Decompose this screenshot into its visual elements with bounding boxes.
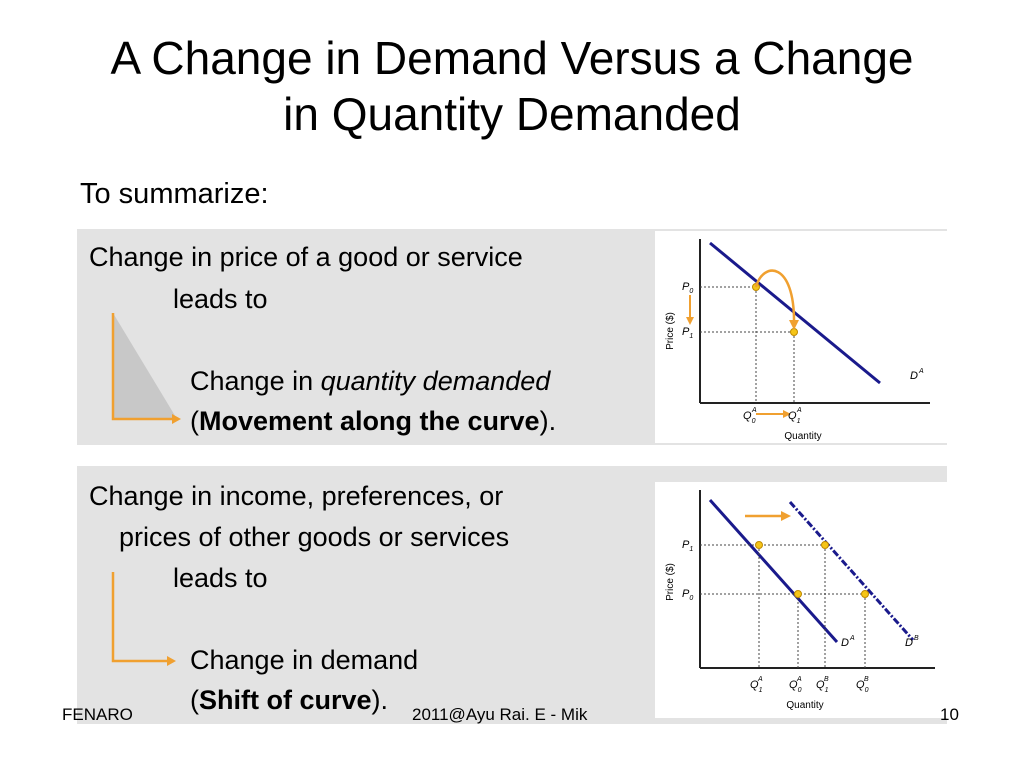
demand-curve-b bbox=[788, 501, 915, 641]
svg-text:D: D bbox=[905, 637, 913, 649]
flow-arrow-1 bbox=[111, 313, 181, 424]
footer-left: FENARO bbox=[62, 705, 133, 724]
panel2-line-1: Change in income, preferences, or bbox=[89, 481, 504, 511]
demand-curve-a bbox=[708, 499, 839, 643]
svg-text:D: D bbox=[910, 370, 918, 382]
svg-text:Q0: Q0 bbox=[743, 410, 756, 425]
movement-arrow-icon bbox=[754, 269, 796, 325]
svg-text:Q1: Q1 bbox=[788, 410, 801, 425]
title-line-2: in Quantity Demanded bbox=[283, 88, 741, 140]
svg-text:Q1: Q1 bbox=[750, 679, 763, 694]
demand-shift-panel: Change in income, preferences, or prices… bbox=[77, 466, 947, 724]
svg-text:P0: P0 bbox=[682, 281, 693, 295]
svg-text:B: B bbox=[914, 635, 919, 642]
svg-text:A: A bbox=[751, 407, 757, 414]
svg-text:P1: P1 bbox=[682, 539, 693, 553]
footer-center: 2011@Ayu Rai. E - Mik bbox=[412, 705, 588, 724]
svg-text:A: A bbox=[796, 676, 802, 683]
slide-title: A Change in Demand Versus a Change in Qu… bbox=[40, 30, 984, 142]
svg-text:P0: P0 bbox=[682, 588, 693, 602]
svg-text:A: A bbox=[849, 635, 855, 642]
flow-arrow-2 bbox=[111, 572, 176, 666]
panel1-line-3: Change in quantity demanded bbox=[190, 366, 551, 396]
svg-text:B: B bbox=[824, 676, 829, 683]
svg-text:A: A bbox=[918, 368, 924, 375]
svg-text:Q1: Q1 bbox=[816, 679, 829, 694]
svg-text:Price ($): Price ($) bbox=[665, 563, 676, 601]
title-line-1: A Change in Demand Versus a Change bbox=[110, 32, 914, 84]
svg-text:D: D bbox=[841, 637, 849, 649]
intro-text: To summarize: bbox=[80, 178, 269, 210]
panel1-line-1: Change in price of a good or service bbox=[89, 242, 523, 272]
svg-text:A: A bbox=[757, 676, 763, 683]
svg-text:A: A bbox=[796, 407, 802, 414]
panel1-line-4: (Movement along the curve). bbox=[190, 406, 557, 436]
price-change-panel: Change in price of a good or service lea… bbox=[77, 229, 947, 445]
panel2-line-5: (Shift of curve). bbox=[190, 685, 389, 715]
panel2-line-2: prices of other goods or services bbox=[119, 522, 510, 552]
svg-text:Q0: Q0 bbox=[789, 679, 802, 694]
svg-text:Q0: Q0 bbox=[856, 679, 869, 694]
panel2-line-4: Change in demand bbox=[190, 645, 419, 675]
movement-along-curve-graph: Price ($) P0 P1 Q0 A Q1 A Quantity D A bbox=[655, 231, 947, 443]
panel2-line-3: leads to bbox=[173, 563, 268, 593]
svg-text:P1: P1 bbox=[682, 326, 693, 340]
svg-text:Quantity: Quantity bbox=[784, 431, 821, 442]
svg-text:B: B bbox=[864, 676, 869, 683]
panel1-line-2: leads to bbox=[173, 284, 268, 314]
svg-text:Quantity: Quantity bbox=[786, 700, 823, 711]
svg-text:Price ($): Price ($) bbox=[665, 312, 676, 350]
demand-shift-graph: Price ($) P1 P0 Q1 A Q0 A Q1 B Q0 B Quan… bbox=[655, 482, 947, 718]
slide-number: 10 bbox=[940, 705, 959, 724]
